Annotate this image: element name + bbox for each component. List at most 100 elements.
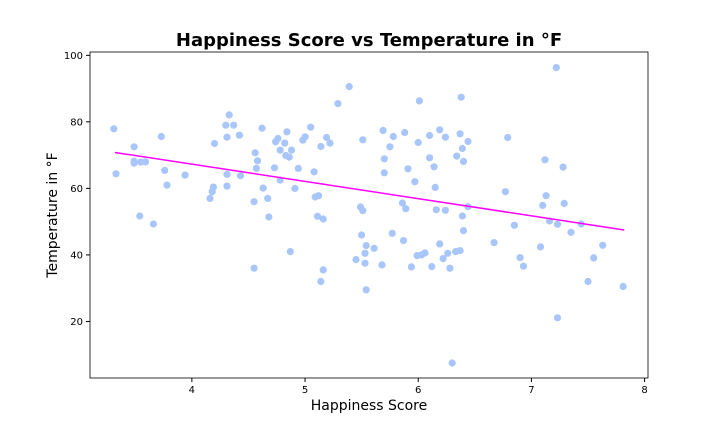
scatter-point <box>270 164 279 172</box>
scatter-point <box>539 201 547 209</box>
scatter-point <box>388 229 396 237</box>
scatter-point <box>161 166 169 174</box>
scatter-point <box>334 100 342 108</box>
x-axis-ticks: 4 5 6 7 8 <box>189 378 648 396</box>
scatter-point <box>386 143 394 151</box>
scatter-point <box>163 181 171 189</box>
scatter-point <box>310 168 318 176</box>
scatter-point <box>553 314 562 322</box>
scatter-point <box>457 93 465 101</box>
scatter-point <box>399 237 408 245</box>
scatter-point <box>404 165 412 173</box>
scatter-point <box>206 194 214 202</box>
scatter-point <box>149 220 157 228</box>
scatter-point <box>459 157 468 165</box>
scatter-point <box>541 156 549 164</box>
scatter-point <box>110 125 118 133</box>
scatter-point <box>458 144 466 153</box>
y-axis-ticks: 20 40 60 80 100 <box>64 51 90 328</box>
chart-title: Happiness Score vs Temperature in °F <box>176 30 562 51</box>
scatter-point <box>436 126 444 134</box>
scatter-point <box>315 192 323 200</box>
scatter-point <box>209 183 217 191</box>
scatter-point <box>414 138 422 147</box>
scatter-point <box>236 172 245 180</box>
scatter-point <box>252 164 260 172</box>
scatter-point <box>519 262 528 270</box>
scatter-point <box>250 264 258 272</box>
scatter-point <box>415 97 423 105</box>
scatter-point <box>510 221 518 229</box>
scatter-point <box>251 149 259 157</box>
scatter-point <box>358 231 366 239</box>
scatter-point <box>294 164 302 172</box>
scatter-point <box>432 206 440 214</box>
scatter-point <box>265 213 273 221</box>
scatter-point <box>459 227 468 235</box>
scatter-point <box>222 121 230 129</box>
x-tick-label: 8 <box>641 385 647 396</box>
scatter-point <box>398 199 406 207</box>
scatter-point <box>567 228 575 236</box>
scatter-point <box>501 188 509 196</box>
scatter-point <box>136 212 144 220</box>
scatter-point <box>560 199 568 207</box>
scatter-point <box>402 205 410 213</box>
scatter-point <box>407 263 415 271</box>
scatter-point <box>258 124 266 132</box>
scatter-point <box>287 146 296 154</box>
x-axis-label: Happiness Score <box>311 398 428 414</box>
scatter-point <box>276 146 284 154</box>
scatter-point <box>542 192 550 200</box>
scatter-point <box>504 133 512 142</box>
scatter-point <box>380 169 388 177</box>
scatter-point <box>431 183 439 191</box>
scatter-point <box>264 194 272 202</box>
scatter-point <box>259 184 267 192</box>
y-tick-label: 60 <box>70 184 83 195</box>
y-tick-label: 20 <box>70 317 83 328</box>
scatter-point <box>141 158 150 166</box>
scatter-points <box>110 64 627 367</box>
scatter-point <box>230 121 238 129</box>
scatter-point <box>411 178 419 186</box>
scatter-point <box>464 137 472 146</box>
scatter-point <box>430 163 438 171</box>
x-tick-label: 4 <box>189 385 195 396</box>
scatter-point <box>285 153 293 161</box>
scatter-point <box>584 277 592 286</box>
scatter-point <box>283 128 291 136</box>
scatter-point <box>448 359 456 367</box>
scatter-point <box>223 133 231 141</box>
scatter-point <box>130 143 138 151</box>
scatter-point <box>516 254 524 262</box>
scatter-point <box>439 255 447 263</box>
scatter-point <box>362 286 370 294</box>
scatter-point <box>590 254 598 262</box>
scatter-point <box>223 170 231 178</box>
scatter-point <box>361 259 369 267</box>
scatter-point <box>456 130 464 138</box>
y-tick-label: 100 <box>64 51 83 62</box>
scatter-point <box>250 198 258 206</box>
y-tick-label: 80 <box>70 117 83 128</box>
scatter-point <box>359 207 367 215</box>
scatter-point <box>599 241 607 249</box>
scatter-point <box>441 206 449 214</box>
scatter-point <box>453 152 461 160</box>
scatter-point <box>319 215 327 223</box>
scatter-point <box>379 126 387 135</box>
scatter-point <box>370 244 378 252</box>
scatter-point <box>458 212 466 220</box>
scatter-point <box>378 261 386 269</box>
scatter-point <box>389 132 397 141</box>
scatter-point <box>436 240 444 248</box>
scatter-point <box>361 249 369 257</box>
scatter-point <box>274 134 282 143</box>
scatter-point <box>428 263 436 271</box>
scatter-point <box>444 249 452 257</box>
scatter-point <box>313 212 322 220</box>
scatter-point <box>286 248 294 256</box>
scatter-point <box>536 243 545 251</box>
